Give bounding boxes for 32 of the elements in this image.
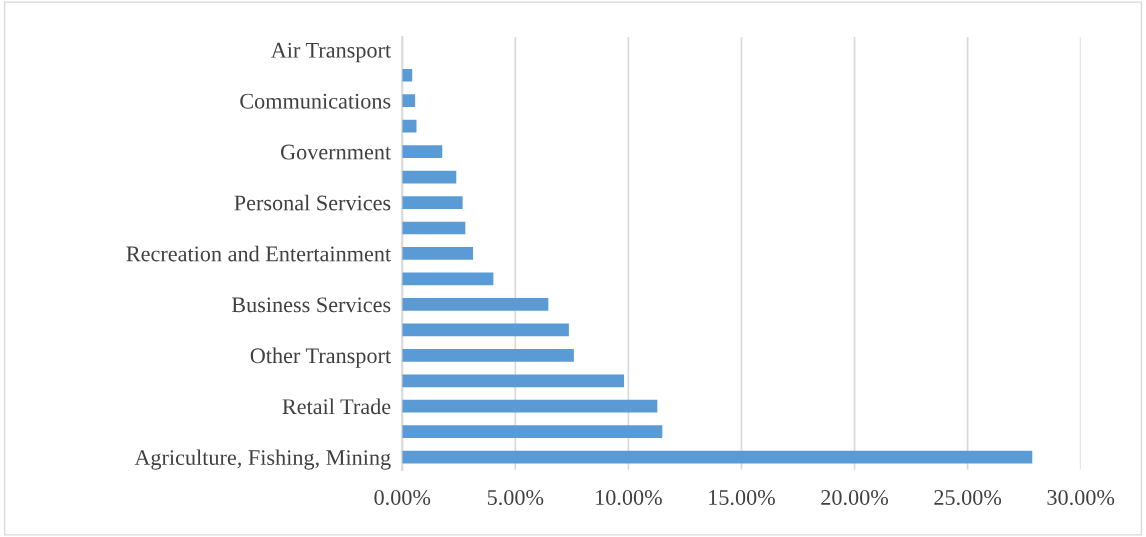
bar: [402, 68, 413, 82]
bar: [402, 323, 569, 337]
bar: [402, 399, 658, 413]
x-tick-label: 0.00%: [374, 489, 431, 506]
x-tick-label: 25.00%: [934, 489, 1002, 506]
bar: [402, 196, 463, 209]
y-tick-label: Air Transport: [270, 42, 392, 63]
bar: [402, 247, 474, 260]
bar: [402, 374, 625, 388]
y-tick-label: Agriculture, Fishing, Mining: [134, 449, 391, 470]
bar: [402, 425, 663, 439]
y-tick-label: Retail Trade: [282, 398, 391, 415]
bar: [402, 119, 417, 133]
bar: [402, 298, 549, 311]
x-tick-label: 15.00%: [709, 489, 775, 506]
x-tick-label: 5.00%: [487, 489, 544, 506]
y-tick-label: Business Services: [231, 297, 391, 313]
y-tick-label: Communications: [240, 93, 391, 109]
x-tick-label: 20.00%: [821, 489, 889, 506]
bar: [402, 94, 416, 108]
bar: [402, 145, 443, 158]
bar: [402, 170, 457, 184]
bar: [402, 221, 466, 235]
x-tick-label: 10.00%: [596, 489, 662, 506]
bar: [402, 450, 1033, 464]
y-tick-label: Personal Services: [234, 194, 391, 211]
x-tick-label: 30.00%: [1047, 489, 1115, 506]
y-tick-label: Other Transport: [250, 347, 392, 368]
y-tick-label: Recreation and Entertainment: [126, 245, 391, 262]
y-tick-label: Government: [280, 144, 391, 160]
bar: [402, 348, 574, 362]
bar: [402, 272, 494, 286]
